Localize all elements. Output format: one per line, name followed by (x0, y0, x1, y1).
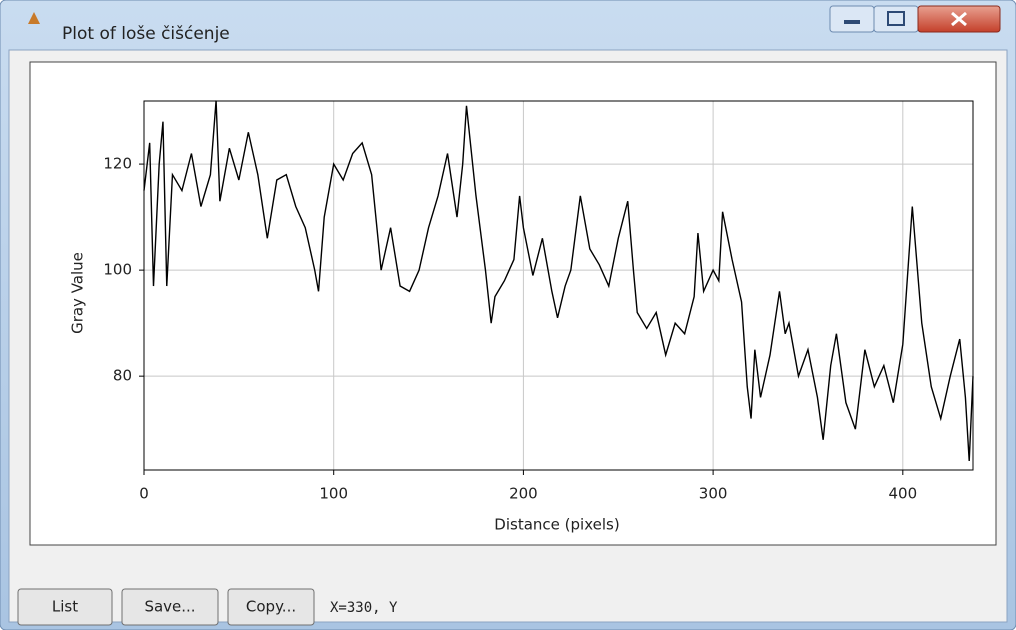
close-icon (951, 11, 967, 27)
x-axis-label: Distance (pixels) (494, 516, 619, 534)
button-label: List (52, 598, 78, 616)
status-text: X=330, Y (330, 600, 398, 616)
x-tick-label: 0 (139, 485, 149, 503)
button[interactable] (17, 588, 113, 626)
minimize-button[interactable] (829, 5, 875, 33)
maximize-icon (887, 11, 905, 26)
button[interactable] (121, 588, 219, 626)
plot-panel (29, 61, 997, 546)
x-tick-label: 400 (888, 485, 917, 503)
data-line (143, 100, 974, 462)
maximize-button[interactable] (873, 5, 919, 33)
window-title: Plot of loše čišćenje (62, 24, 230, 44)
y-tick-label: 120 (103, 155, 132, 173)
minimize-icon (844, 20, 860, 24)
x-tick-label: 200 (509, 485, 538, 503)
y-tick-label: 100 (103, 261, 132, 279)
button-label: Copy... (246, 598, 296, 616)
app-icon (28, 12, 40, 24)
plot-frame (143, 100, 974, 471)
button-label: Save... (144, 598, 195, 616)
y-axis-label: Gray Value (69, 252, 87, 334)
x-tick-label: 300 (699, 485, 728, 503)
button[interactable] (227, 588, 315, 626)
y-tick-label: 80 (113, 367, 132, 385)
x-tick-label: 100 (319, 485, 348, 503)
